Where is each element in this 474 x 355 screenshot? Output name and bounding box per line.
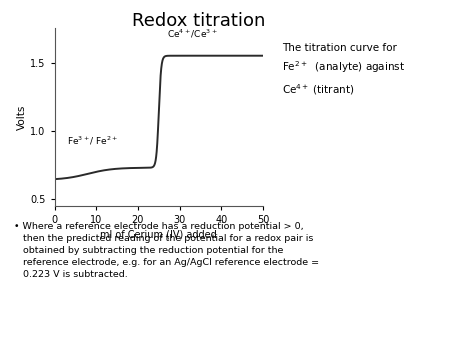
Text: Fe$^{3+}$/ Fe$^{2+}$: Fe$^{3+}$/ Fe$^{2+}$ [67, 135, 118, 147]
Text: Redox titration: Redox titration [132, 12, 266, 31]
Y-axis label: Volts: Volts [18, 104, 27, 130]
Text: The titration curve for
Fe$^{2+}$  (analyte) against
Ce$^{4+}$ (titrant): The titration curve for Fe$^{2+}$ (analy… [282, 43, 405, 97]
Text: Ce$^{4+}$/Ce$^{3+}$: Ce$^{4+}$/Ce$^{3+}$ [167, 28, 218, 40]
X-axis label: ml of Cerium (IV) added: ml of Cerium (IV) added [100, 229, 217, 239]
Text: • Where a reference electrode has a reduction potential > 0,
   then the predict: • Where a reference electrode has a redu… [14, 222, 319, 279]
